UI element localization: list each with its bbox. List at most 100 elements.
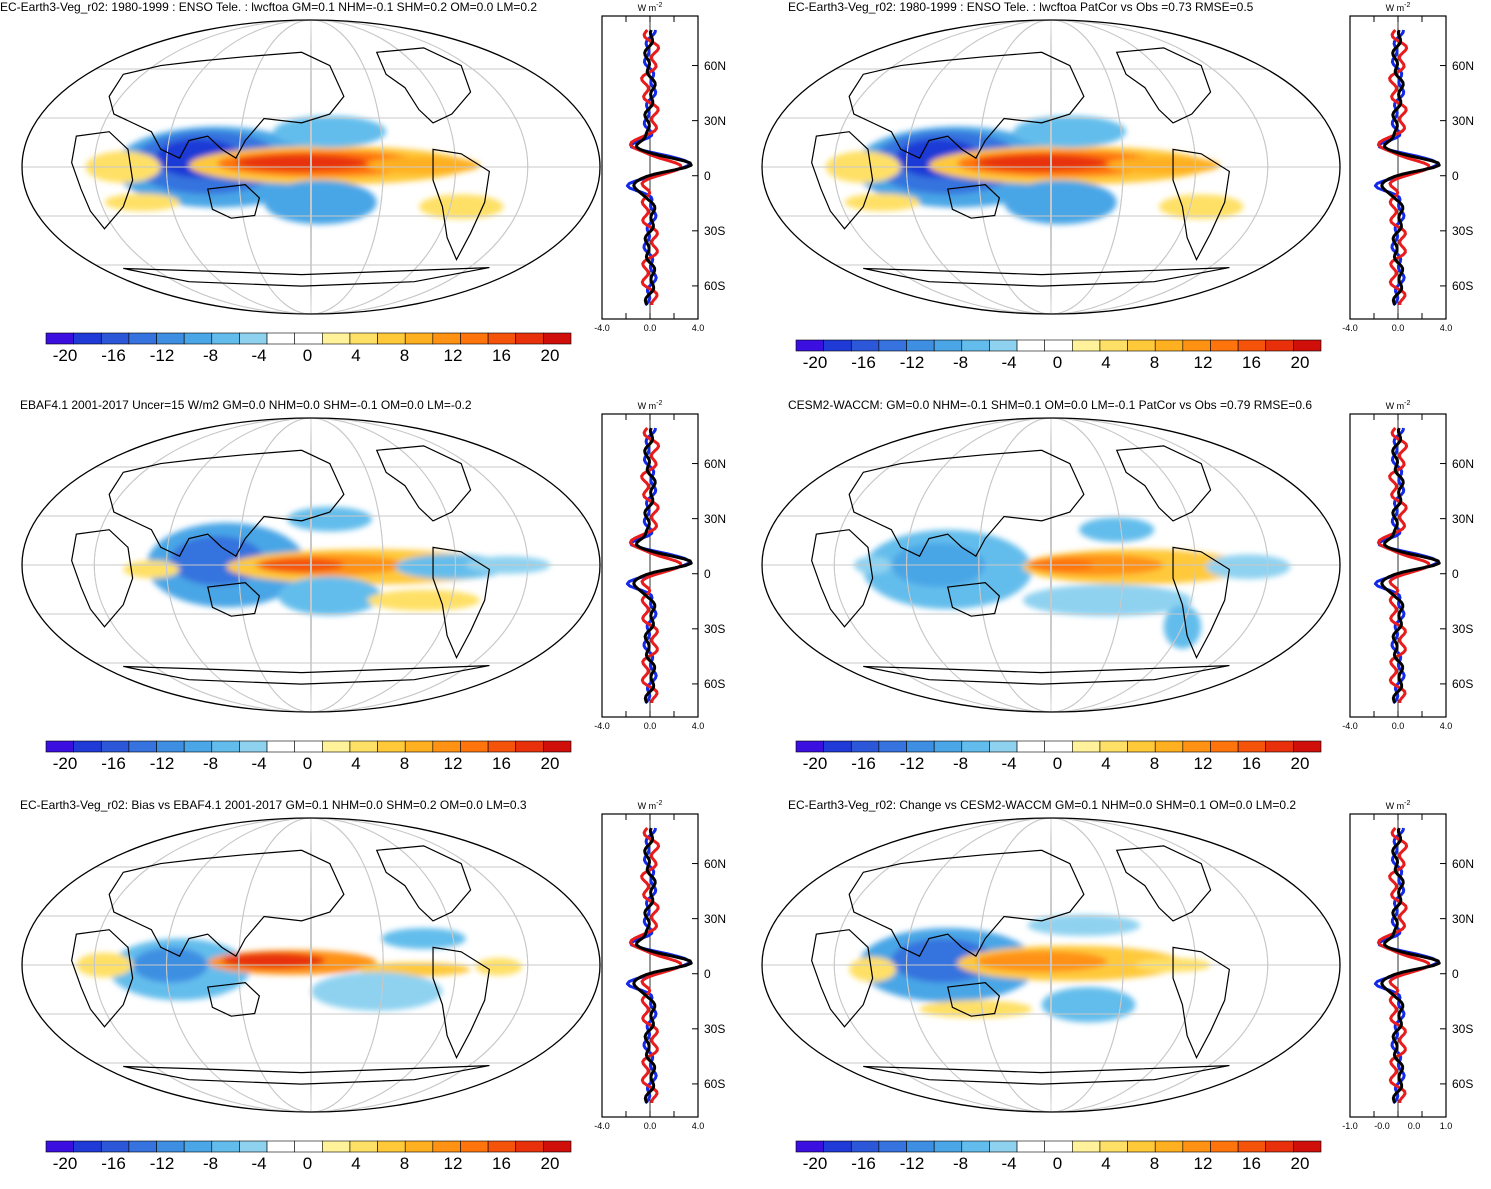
colorbar-swatch	[239, 740, 268, 753]
latitude-label: 30N	[704, 511, 727, 526]
zonal-profile	[601, 813, 699, 1118]
colorbar-label: -20	[802, 1154, 828, 1173]
colorbar-swatch	[128, 1140, 157, 1153]
colorbar-swatch	[515, 740, 544, 753]
profile-x-tick-label: 0.0	[1391, 721, 1405, 731]
colorbar-swatch	[128, 332, 157, 345]
colorbar-swatch	[487, 740, 517, 753]
colorbar	[795, 339, 1322, 352]
colorbar-label: 0	[302, 346, 313, 365]
coastline	[812, 132, 873, 229]
anomaly-contour	[287, 506, 373, 532]
robinson-map	[761, 417, 1341, 713]
colorbar	[795, 740, 1322, 753]
coastline	[72, 930, 133, 1027]
colorbar-label: -8	[202, 1154, 219, 1173]
anomaly-contour	[278, 576, 382, 616]
colorbar-swatch	[432, 740, 461, 753]
coastline	[1173, 149, 1229, 259]
colorbar-label: -4	[1001, 1154, 1017, 1173]
coastline	[208, 583, 260, 617]
profile-x-tick-label: -1.0	[1342, 1121, 1358, 1131]
colorbar-swatch	[850, 339, 880, 352]
coastline	[377, 446, 471, 521]
colorbar-label: -4	[251, 346, 267, 365]
colorbar-label: 16	[1242, 1154, 1261, 1173]
longitude-gridline	[93, 418, 529, 712]
profile-x-tick-label: 0.0	[1391, 323, 1405, 333]
colorbar-label: 12	[443, 1154, 463, 1173]
anomaly-contour	[849, 957, 897, 982]
colorbar-swatch	[515, 1140, 544, 1153]
colorbar-swatch	[1099, 339, 1128, 352]
anomaly-contour	[475, 957, 523, 976]
colorbar-label: 0	[302, 754, 313, 773]
unit-text: W m	[1385, 401, 1405, 411]
map-border	[761, 19, 1341, 315]
longitude-gridline	[238, 20, 384, 314]
colorbar-swatch	[795, 740, 824, 753]
colorbar-swatch	[73, 332, 102, 345]
colorbar-swatch	[183, 740, 213, 753]
panel-title: EC-Earth3-Veg_r02: 1980-1999 : ENSO Tele…	[0, 0, 538, 14]
colorbar-swatch	[349, 740, 378, 753]
colorbar-swatch	[1182, 1140, 1211, 1153]
longitude-gridline	[1050, 20, 1052, 314]
coastline	[72, 530, 133, 627]
colorbar-label: -16	[101, 346, 126, 365]
coastline	[123, 666, 489, 685]
anomaly-contour	[1041, 987, 1136, 1023]
coastline	[208, 983, 260, 1017]
colorbar-label: 12	[1193, 353, 1213, 372]
coastline	[1117, 48, 1211, 123]
coastline	[109, 52, 344, 158]
colorbar-swatch	[156, 740, 185, 753]
colorbar-label: 8	[1149, 353, 1160, 372]
colorbar-swatch	[156, 332, 185, 345]
colorbar-label: 0	[1052, 1154, 1063, 1173]
colorbar-swatch	[377, 1140, 406, 1153]
anomaly-contour	[104, 193, 180, 212]
anomaly-contour	[367, 156, 480, 175]
longitude-gridline	[238, 818, 384, 1112]
panel-title: EBAF4.1 2001-2017 Uncer=15 W/m2 GM=0.0 N…	[20, 398, 472, 412]
colorbar-label: -20	[802, 754, 828, 773]
anomaly-contour	[311, 972, 443, 1011]
map-panel-3: EBAF4.1 2001-2017 Uncer=15 W/m2 GM=0.0 N…	[0, 398, 745, 789]
colorbar-label: 16	[1242, 754, 1261, 773]
profile-x-tick-label: 4.0	[1439, 721, 1453, 731]
colorbar-label: 4	[351, 1154, 361, 1173]
colorbar-label: 0	[1052, 353, 1063, 372]
map-panel-6: EC-Earth3-Veg_r02: Change vs CESM2-WACCM…	[748, 798, 1491, 1189]
profile-x-tick-label: -0.0	[1374, 1121, 1390, 1131]
colorbar-swatch	[294, 332, 323, 345]
map-border	[761, 417, 1341, 713]
colorbar-label: 0	[1052, 754, 1063, 773]
colorbar-swatch	[543, 332, 572, 345]
anomaly-contour	[1205, 554, 1291, 580]
anomaly-contour	[975, 950, 1108, 973]
coastline	[948, 185, 1000, 219]
colorbar-label: 20	[1290, 754, 1310, 773]
longitude-gridline	[310, 20, 312, 314]
map-border	[21, 817, 601, 1113]
colorbar-label: -12	[149, 1154, 175, 1173]
colorbar-label: -16	[101, 1154, 126, 1173]
colorbar-swatch	[487, 332, 517, 345]
colorbar-label: 12	[443, 754, 463, 773]
map-panel-2: EC-Earth3-Veg_r02: 1980-1999 : ENSO Tele…	[748, 0, 1491, 391]
colorbar-swatch	[73, 740, 102, 753]
latitude-label: 30S	[1452, 1021, 1474, 1036]
colorbar-swatch	[100, 332, 130, 345]
profile-x-tick-label: -4.0	[594, 323, 610, 333]
longitude-gridline	[310, 418, 312, 712]
colorbar-swatch	[989, 1140, 1018, 1153]
colorbar-swatch	[1044, 339, 1073, 352]
colorbar	[45, 1140, 572, 1153]
latitude-label: 60N	[704, 456, 727, 471]
unit-exponent: -2	[656, 400, 663, 407]
longitude-gridline	[833, 818, 1269, 1112]
anomaly-contour	[1004, 180, 1117, 225]
colorbar-swatch	[1265, 1140, 1294, 1153]
colorbar-label: 8	[399, 1154, 410, 1173]
